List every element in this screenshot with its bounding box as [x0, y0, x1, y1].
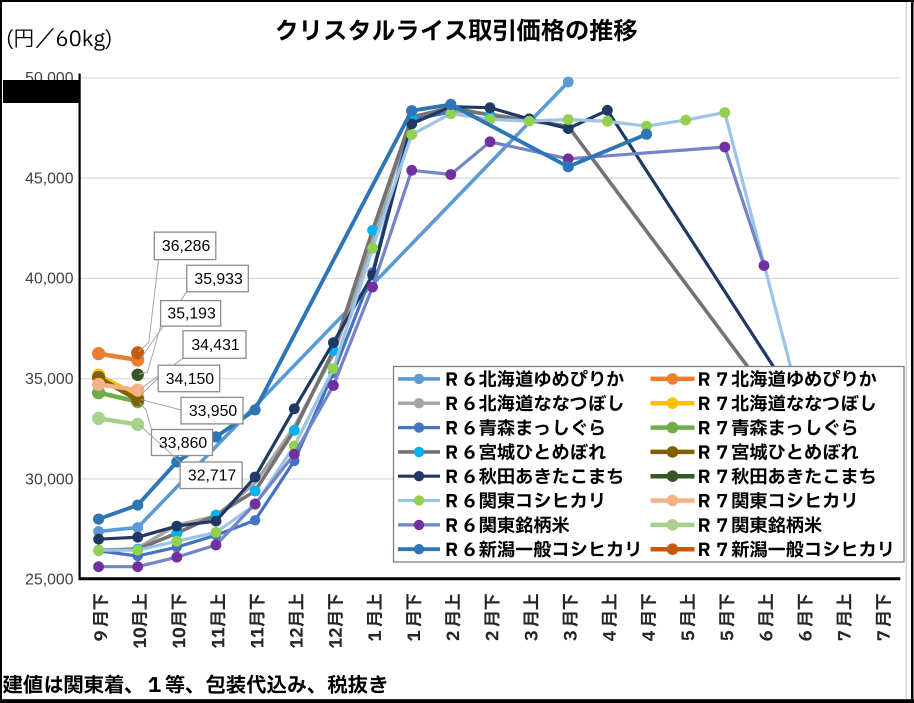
svg-text:45,000: 45,000 [25, 170, 74, 187]
svg-text:40,000: 40,000 [25, 271, 74, 288]
svg-text:35,933: 35,933 [194, 271, 243, 288]
svg-text:34,431: 34,431 [191, 337, 240, 354]
svg-text:35,000: 35,000 [25, 371, 74, 388]
svg-text:33,950: 33,950 [189, 403, 238, 420]
svg-text:34,150: 34,150 [166, 371, 215, 388]
svg-text:35,193: 35,193 [167, 306, 216, 323]
svg-text:25,000: 25,000 [25, 572, 74, 589]
svg-text:32,717: 32,717 [188, 468, 236, 485]
svg-text:36,286: 36,286 [162, 238, 211, 255]
svg-text:30,000: 30,000 [25, 471, 74, 488]
svg-text:33,860: 33,860 [159, 435, 208, 452]
